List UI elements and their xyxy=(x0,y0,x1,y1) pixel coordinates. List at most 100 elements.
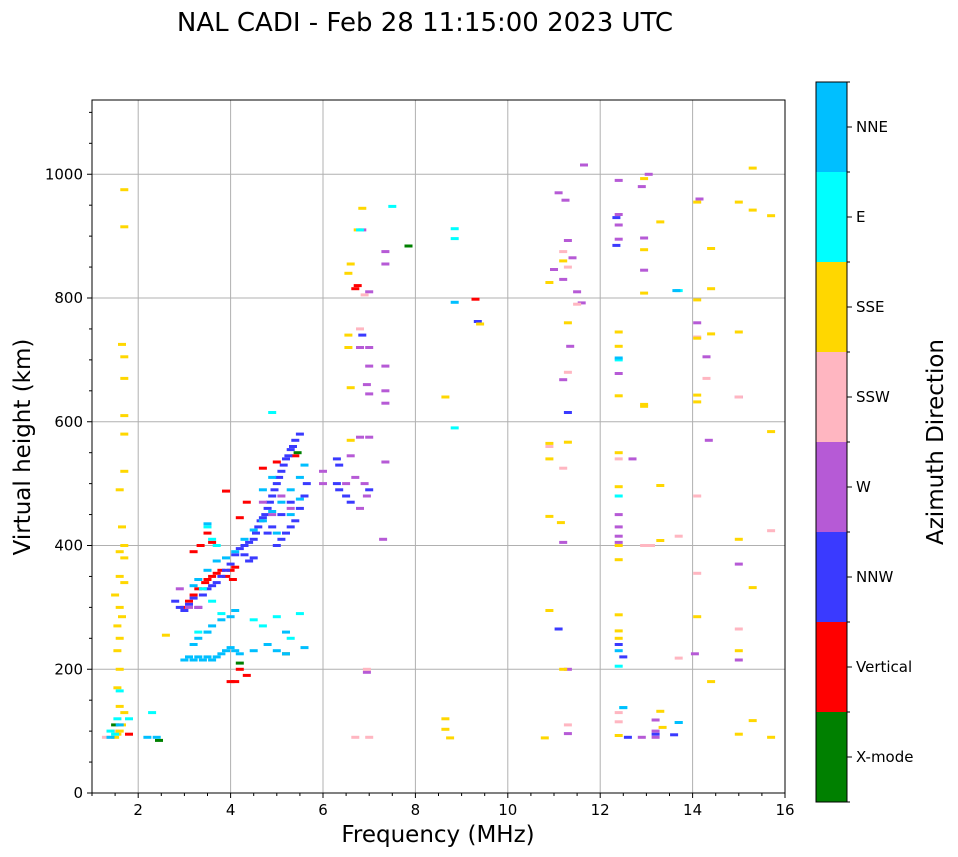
point-e xyxy=(194,630,203,634)
point-w xyxy=(563,667,572,671)
y-axis-ticks: 0 200 400 600 800 1000 xyxy=(45,111,92,802)
point-nnw xyxy=(240,544,249,547)
point-sse xyxy=(346,386,355,390)
plot-frame xyxy=(91,99,786,794)
x-tick-label: 14 xyxy=(683,801,702,819)
x-tick-label: 4 xyxy=(226,801,236,819)
point-e xyxy=(208,537,217,541)
point-x-mode xyxy=(404,244,413,248)
point-e xyxy=(212,544,221,547)
point-vertical xyxy=(222,489,230,493)
point-ssw xyxy=(360,293,369,297)
point-sse xyxy=(693,336,702,340)
point-sse xyxy=(640,177,649,181)
point-nne xyxy=(222,649,230,653)
point-vertical xyxy=(226,680,235,684)
point-ssw xyxy=(559,466,568,470)
point-sse xyxy=(476,322,485,326)
point-sse xyxy=(614,394,623,398)
point-nnw xyxy=(175,605,184,609)
point-nnw xyxy=(282,531,290,535)
point-sse xyxy=(693,298,702,302)
point-nnw xyxy=(286,525,295,529)
point-nnw xyxy=(240,553,249,557)
point-nne xyxy=(277,500,286,504)
point-nne xyxy=(217,652,226,656)
point-nnw xyxy=(619,655,628,659)
point-sse xyxy=(118,615,126,619)
point-sse xyxy=(559,667,568,671)
point-sse xyxy=(118,342,126,346)
point-nne xyxy=(194,655,203,659)
point-vertical xyxy=(208,540,217,544)
point-nne xyxy=(180,658,189,662)
point-sse xyxy=(111,735,120,739)
point-sse xyxy=(614,544,623,547)
point-e xyxy=(450,426,459,430)
point-ssw xyxy=(356,327,364,331)
point-vertical xyxy=(272,460,281,464)
point-nnw xyxy=(286,448,295,452)
point-nnw xyxy=(614,643,623,646)
point-w xyxy=(268,513,277,517)
point-sse xyxy=(120,432,129,436)
point-ssw xyxy=(767,529,776,533)
x-axis-label: Frequency (MHz) xyxy=(341,822,534,848)
point-vertical xyxy=(189,550,198,554)
point-w xyxy=(563,239,572,242)
colorbar-tick-label: SSE xyxy=(856,298,885,316)
point-nne xyxy=(286,513,295,517)
point-vertical xyxy=(212,571,221,575)
point-w xyxy=(194,605,203,609)
point-sse xyxy=(614,344,623,348)
point-w xyxy=(356,506,364,510)
colorbar-swatch xyxy=(816,352,847,442)
point-vertical xyxy=(291,454,300,458)
point-sse xyxy=(346,262,355,266)
point-nne xyxy=(217,618,226,622)
point-e xyxy=(249,618,258,622)
point-sse xyxy=(767,735,776,739)
point-sse xyxy=(120,376,129,380)
point-x-mode xyxy=(155,738,163,742)
point-ssw xyxy=(734,395,743,399)
colorbar-tick-label: NNW xyxy=(856,568,893,586)
point-nnw xyxy=(342,494,351,498)
point-sse xyxy=(120,556,129,560)
point-w xyxy=(559,378,568,382)
point-nne xyxy=(674,721,683,724)
point-sse xyxy=(767,214,776,218)
y-axis-label: Virtual height (km) xyxy=(10,339,36,556)
y-tick-label: 600 xyxy=(54,413,83,431)
point-vertical xyxy=(203,531,212,535)
point-w xyxy=(362,670,371,674)
colorbar-swatch xyxy=(816,532,847,622)
point-nnw xyxy=(263,531,272,535)
point-nne xyxy=(231,649,240,653)
point-e xyxy=(614,664,623,668)
point-nnw xyxy=(289,445,297,448)
point-sse xyxy=(120,188,129,192)
point-sse xyxy=(614,629,623,633)
point-nne xyxy=(249,528,258,532)
colorbar-tick-label: SSW xyxy=(856,388,890,406)
x-tick-label: 12 xyxy=(591,801,610,819)
point-nnw xyxy=(279,463,288,467)
point-vertical xyxy=(231,680,240,684)
point-nnw xyxy=(258,516,267,520)
point-sse xyxy=(767,430,776,434)
point-sse xyxy=(111,593,120,597)
point-vertical xyxy=(203,578,212,581)
point-sse xyxy=(614,485,623,489)
point-w xyxy=(561,198,570,202)
point-x-mode xyxy=(293,451,302,455)
point-nnw xyxy=(612,216,621,220)
point-nne xyxy=(300,463,309,467)
point-sse xyxy=(120,355,129,359)
colorbar-swatch xyxy=(816,622,847,712)
point-sse xyxy=(707,332,716,336)
point-nnw xyxy=(217,574,226,578)
point-nne xyxy=(258,488,267,492)
point-nnw xyxy=(203,587,212,591)
